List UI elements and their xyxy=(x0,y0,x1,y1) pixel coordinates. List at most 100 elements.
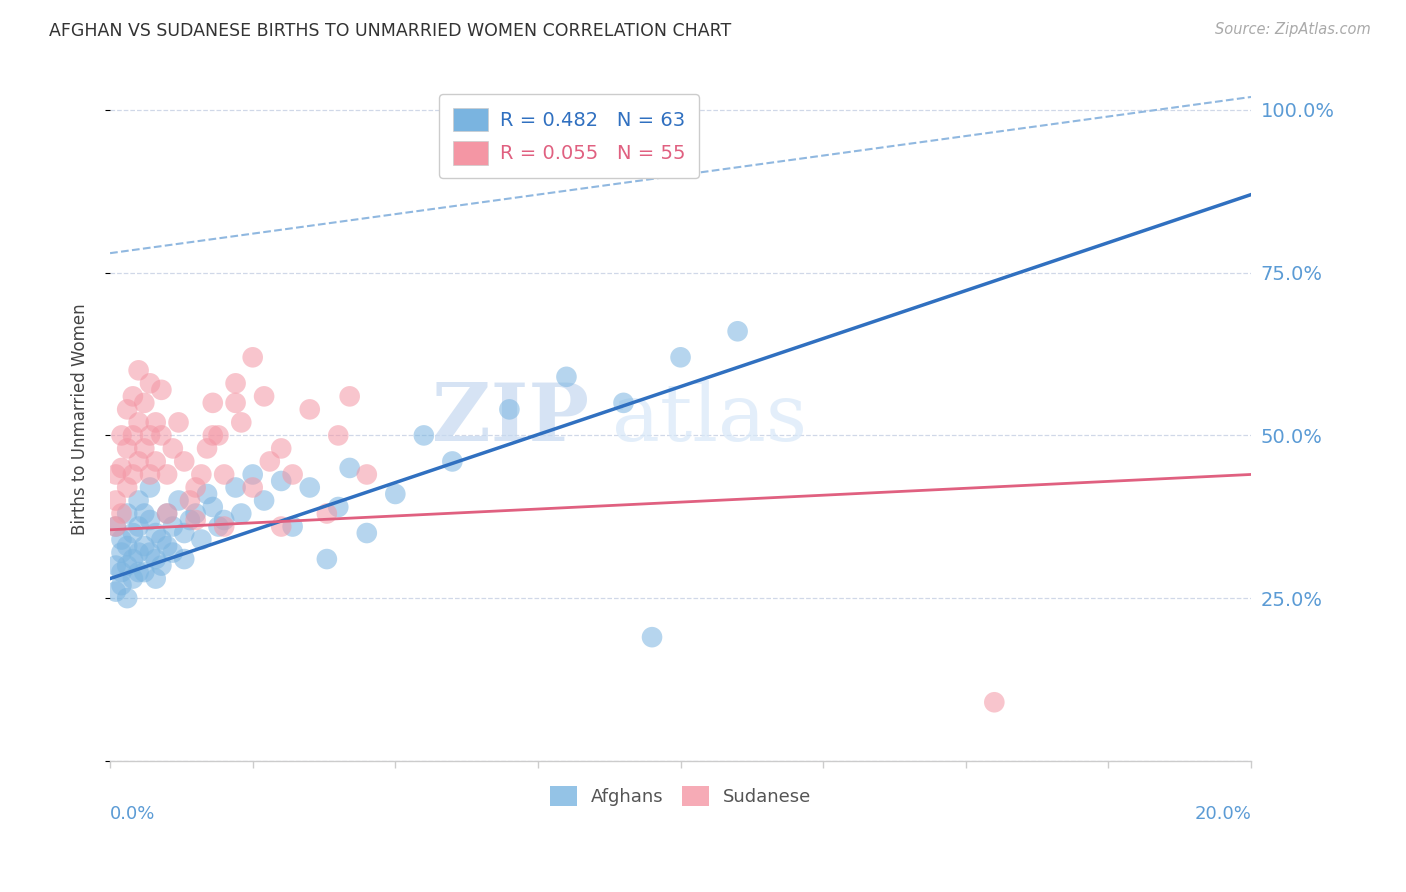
Point xyxy=(173,526,195,541)
Point xyxy=(167,493,190,508)
Text: AFGHAN VS SUDANESE BIRTHS TO UNMARRIED WOMEN CORRELATION CHART: AFGHAN VS SUDANESE BIRTHS TO UNMARRIED W… xyxy=(49,22,731,40)
Point xyxy=(110,507,132,521)
Point xyxy=(242,467,264,482)
Point xyxy=(727,324,749,338)
Point xyxy=(231,507,253,521)
Point xyxy=(122,389,145,403)
Point xyxy=(122,467,145,482)
Point xyxy=(195,487,218,501)
Point xyxy=(242,351,264,365)
Point xyxy=(190,467,212,482)
Point xyxy=(195,442,218,456)
Point xyxy=(207,428,229,442)
Point xyxy=(270,519,292,533)
Point xyxy=(104,519,127,533)
Y-axis label: Births to Unmarried Women: Births to Unmarried Women xyxy=(72,303,89,535)
Point xyxy=(184,507,207,521)
Point xyxy=(212,467,235,482)
Point xyxy=(498,402,520,417)
Point xyxy=(225,480,247,494)
Point xyxy=(384,487,406,501)
Point xyxy=(139,376,162,391)
Point xyxy=(110,461,132,475)
Point xyxy=(555,369,578,384)
Point xyxy=(110,428,132,442)
Point xyxy=(134,539,156,553)
Point xyxy=(270,442,292,456)
Point xyxy=(242,480,264,494)
Point xyxy=(212,513,235,527)
Point xyxy=(156,507,179,521)
Point xyxy=(173,454,195,468)
Point xyxy=(139,428,162,442)
Point xyxy=(156,507,179,521)
Point xyxy=(612,396,634,410)
Point xyxy=(110,578,132,592)
Point xyxy=(134,396,156,410)
Point xyxy=(134,442,156,456)
Legend: Afghans, Sudanese: Afghans, Sudanese xyxy=(543,779,818,814)
Point xyxy=(201,396,224,410)
Point xyxy=(270,474,292,488)
Point xyxy=(167,416,190,430)
Text: ZIP: ZIP xyxy=(432,380,589,458)
Point xyxy=(145,572,167,586)
Point xyxy=(139,545,162,559)
Point xyxy=(134,565,156,579)
Point xyxy=(122,552,145,566)
Point xyxy=(139,480,162,494)
Point xyxy=(122,572,145,586)
Text: Source: ZipAtlas.com: Source: ZipAtlas.com xyxy=(1215,22,1371,37)
Point xyxy=(145,526,167,541)
Point xyxy=(150,533,173,547)
Point xyxy=(122,428,145,442)
Point xyxy=(281,519,304,533)
Point xyxy=(115,402,138,417)
Point xyxy=(412,428,434,442)
Point xyxy=(298,402,321,417)
Point xyxy=(184,513,207,527)
Point xyxy=(145,552,167,566)
Point xyxy=(162,442,184,456)
Point xyxy=(212,519,235,533)
Text: atlas: atlas xyxy=(612,380,807,458)
Point xyxy=(441,454,464,468)
Text: 20.0%: 20.0% xyxy=(1194,805,1251,823)
Point xyxy=(201,500,224,514)
Point xyxy=(201,428,224,442)
Point xyxy=(328,428,350,442)
Point xyxy=(162,519,184,533)
Point xyxy=(150,558,173,573)
Point xyxy=(356,526,378,541)
Point xyxy=(110,545,132,559)
Point xyxy=(139,513,162,527)
Point xyxy=(134,507,156,521)
Point xyxy=(207,519,229,533)
Point xyxy=(115,539,138,553)
Point xyxy=(115,507,138,521)
Point xyxy=(115,558,138,573)
Point xyxy=(128,565,150,579)
Point xyxy=(328,500,350,514)
Point xyxy=(339,461,361,475)
Point xyxy=(162,545,184,559)
Point xyxy=(179,493,201,508)
Point xyxy=(128,519,150,533)
Point xyxy=(145,416,167,430)
Point xyxy=(253,493,276,508)
Point xyxy=(128,363,150,377)
Point xyxy=(104,519,127,533)
Point xyxy=(145,454,167,468)
Point xyxy=(669,351,692,365)
Point xyxy=(128,493,150,508)
Point xyxy=(115,442,138,456)
Point xyxy=(315,552,337,566)
Point xyxy=(110,565,132,579)
Point xyxy=(122,526,145,541)
Point xyxy=(184,480,207,494)
Point xyxy=(115,480,138,494)
Point xyxy=(281,467,304,482)
Point xyxy=(115,591,138,606)
Point xyxy=(104,467,127,482)
Point xyxy=(128,545,150,559)
